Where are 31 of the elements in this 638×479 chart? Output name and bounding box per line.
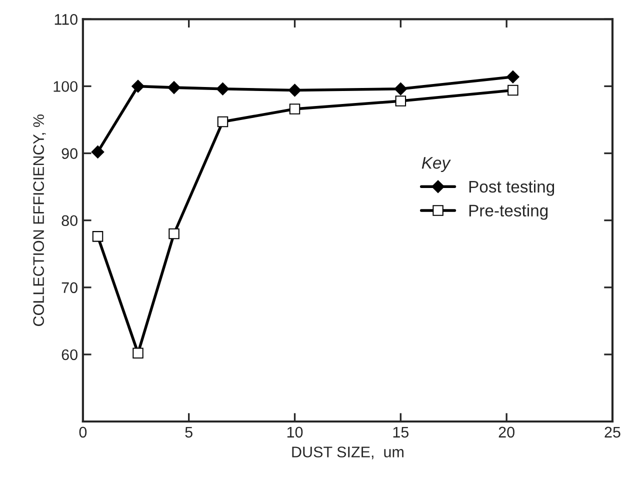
point	[508, 84, 518, 96]
point	[288, 84, 302, 97]
y-tick-label: 80	[62, 215, 78, 226]
y-tick-label: 70	[62, 282, 78, 294]
x-tick-label: 25	[604, 426, 620, 438]
point	[216, 82, 230, 96]
x-tick-label: 0	[79, 426, 87, 438]
point	[168, 228, 180, 240]
x-tick-label: 5	[185, 426, 192, 438]
x-tick-label: 15	[393, 426, 409, 438]
y-axis-title: COLLECTION EFFICIENCY, %	[33, 114, 46, 326]
point	[217, 116, 228, 128]
x-tick-label: 10	[287, 426, 303, 438]
y-tick-label: 100	[54, 81, 78, 92]
point	[395, 96, 406, 106]
legend-title: Key	[422, 157, 451, 172]
point	[168, 81, 180, 94]
point	[132, 80, 144, 93]
x-axis-title: DUST SIZE, um	[292, 446, 404, 460]
y-tick-label: 90	[62, 148, 78, 159]
legend-label: Post testing	[469, 180, 554, 196]
point	[394, 82, 408, 96]
y-tick-label: 60	[62, 349, 78, 360]
x-tick-label: 20	[498, 426, 514, 438]
point	[289, 104, 300, 114]
point	[132, 348, 144, 358]
point	[91, 146, 104, 158]
y-tick-label: 110	[54, 14, 78, 25]
point	[92, 231, 104, 242]
point	[506, 70, 520, 84]
legend-label: Pre-testing	[469, 204, 548, 220]
